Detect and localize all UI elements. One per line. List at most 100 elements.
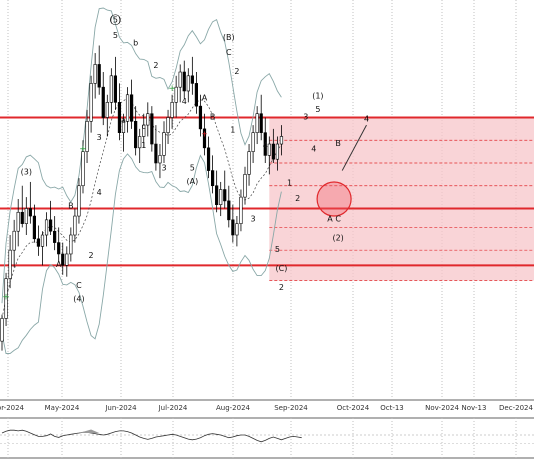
candle [215,170,219,213]
middle-band [1,97,282,319]
wave-label: 2 [295,194,300,203]
candle-body [85,120,89,152]
signal-marker: + [79,145,87,155]
upper-band [1,7,282,304]
candle [259,94,263,141]
candle [255,106,259,145]
candle-body [202,128,207,149]
candle [130,79,134,129]
candle [89,75,93,133]
candle [117,83,122,141]
candle [113,56,117,110]
candle-body [101,86,105,118]
wave-label: 5 [113,31,118,40]
candle-body [146,113,150,126]
candle-body [150,113,154,145]
overbought-fill [78,429,100,433]
candle [65,246,69,277]
target-zone [269,117,534,281]
candle [93,53,97,99]
candle-body [275,143,280,160]
x-tick-label: Apr-2024 [0,404,25,412]
wave-label: C [226,48,232,57]
candle [85,109,89,163]
candle [0,314,4,351]
candle-body [121,120,126,133]
candle [121,113,126,152]
candle [190,56,194,95]
candle [81,140,85,194]
candle-body [174,86,178,103]
wave-label-circle [110,14,121,26]
candle-body [12,230,16,251]
candle [73,208,77,243]
wave-label: 2 [89,251,94,260]
candle [239,189,243,232]
x-tick-label: May-2024 [45,404,80,412]
wave-label: 4 [263,141,268,150]
candle [57,227,61,262]
candle [194,72,199,114]
candle-body [194,83,199,107]
x-tick-label: Oct-13 [380,404,404,412]
candle-body [69,234,73,255]
candle-body [142,124,146,137]
candle [109,68,113,114]
wave-label: B [210,112,216,121]
wave-label: 3 [303,112,308,121]
wave-label: 5 [315,105,320,114]
candle [77,178,81,224]
wave-label: 3 [97,133,102,142]
candle [142,113,146,148]
candle-body [48,219,53,232]
candle [251,125,255,163]
candle [170,94,174,129]
x-tick-label: Jun-2024 [104,404,137,412]
wave-label: 4 [182,97,187,106]
candle [235,216,239,247]
candle [219,181,223,217]
candle-body [231,219,235,236]
candle [8,235,12,289]
candle-body [4,278,8,319]
candle-body [162,132,166,156]
candle-body [215,185,219,205]
wave-label: A [56,260,62,269]
signal-marker: + [168,84,176,94]
candle-body [227,200,231,221]
candle [134,106,138,156]
x-tick-label: Nov-13 [462,404,487,412]
candle-body [243,174,247,198]
candle-body [36,238,41,247]
wave-label: (3) [21,167,32,176]
candle [36,225,41,256]
wave-label: C [335,215,341,224]
candle-body [182,71,186,92]
candle [211,155,215,194]
candle [24,197,28,236]
candle [12,219,16,268]
candle [40,231,45,266]
candle-body [24,208,28,224]
wave-label: a [121,116,126,125]
candle [174,75,178,118]
wave-label: (A) [186,177,198,186]
x-tick-label: Sep-2024 [274,404,308,412]
wave-label: (4) [73,294,84,303]
candle-body [28,208,32,217]
candle-body [178,71,182,88]
candle [247,144,251,186]
wave-label: 1 [141,141,146,150]
x-tick-label: Aug-2024 [216,404,251,412]
wave-label: B [335,139,341,148]
candle [32,204,36,243]
wave-label: 5 [190,164,195,173]
candle-body [77,185,81,217]
candle-body [223,189,227,202]
candle [182,60,186,99]
x-tick-label: Oct-2024 [337,404,370,412]
candle [16,199,20,247]
candle-body [211,170,215,187]
candle [150,106,154,152]
candle-body [255,113,259,133]
